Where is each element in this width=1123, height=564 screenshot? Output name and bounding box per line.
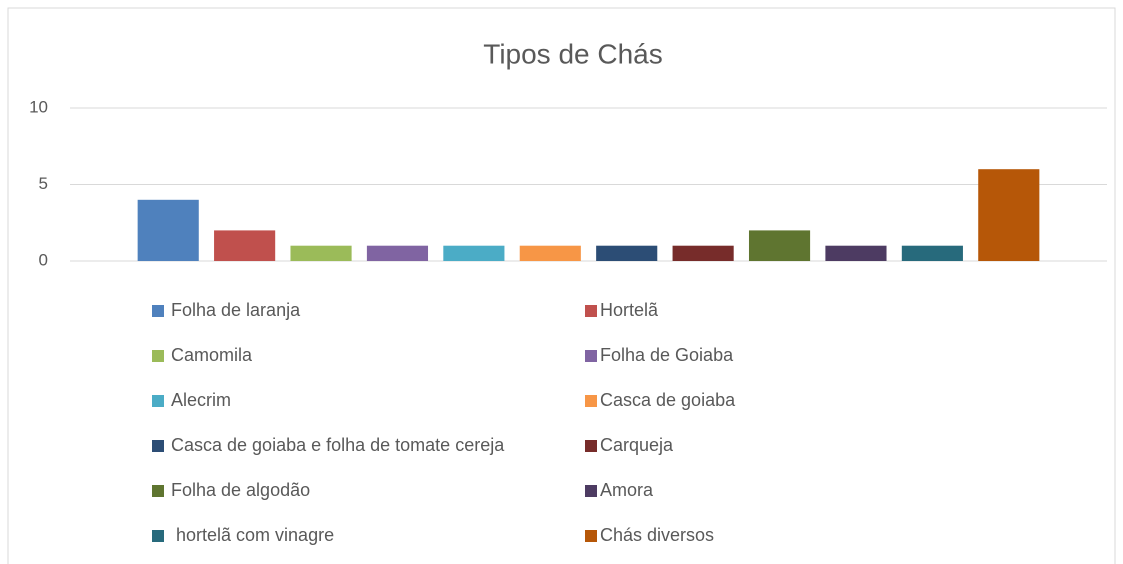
- y-tick-label: 5: [39, 174, 48, 193]
- bar: [978, 169, 1040, 261]
- legend-swatch: [585, 305, 597, 317]
- legend-swatch: [152, 530, 164, 542]
- legend-swatch: [585, 485, 597, 497]
- bar: [901, 245, 963, 261]
- legend-swatch: [152, 305, 164, 317]
- legend-swatch: [585, 395, 597, 407]
- legend-swatch: [152, 395, 164, 407]
- bar: [443, 245, 505, 261]
- legend-label: Folha de laranja: [171, 300, 301, 320]
- legend-label: Folha de Goiaba: [600, 345, 734, 365]
- legend-swatch: [585, 350, 597, 362]
- legend-swatch: [152, 485, 164, 497]
- bar: [214, 230, 276, 261]
- legend-swatch: [585, 530, 597, 542]
- chart-title: Tipos de Chás: [483, 38, 663, 69]
- bar: [519, 245, 581, 261]
- legend-label: Camomila: [171, 345, 253, 365]
- legend-label: Chás diversos: [600, 525, 714, 545]
- bar: [596, 245, 658, 261]
- legend-label: Carqueja: [600, 435, 674, 455]
- bar: [825, 245, 887, 261]
- legend-label: hortelã com vinagre: [171, 525, 334, 545]
- bar: [137, 199, 199, 261]
- y-tick-label: 10: [29, 97, 48, 116]
- legend-label: Casca de goiaba: [600, 390, 736, 410]
- legend-label: Amora: [600, 480, 654, 500]
- legend-label: Hortelã: [600, 300, 659, 320]
- legend-swatch: [152, 440, 164, 452]
- legend-label: Folha de algodão: [171, 480, 310, 500]
- bar: [366, 245, 429, 261]
- legend-swatch: [585, 440, 597, 452]
- bar: [290, 245, 352, 261]
- legend-label: Casca de goiaba e folha de tomate cereja: [171, 435, 505, 455]
- legend-label: Alecrim: [171, 390, 231, 410]
- bar: [748, 230, 811, 261]
- legend-swatch: [152, 350, 164, 362]
- y-tick-label: 0: [39, 250, 48, 269]
- chart-frame: [7, 7, 1116, 564]
- bar: [672, 245, 734, 261]
